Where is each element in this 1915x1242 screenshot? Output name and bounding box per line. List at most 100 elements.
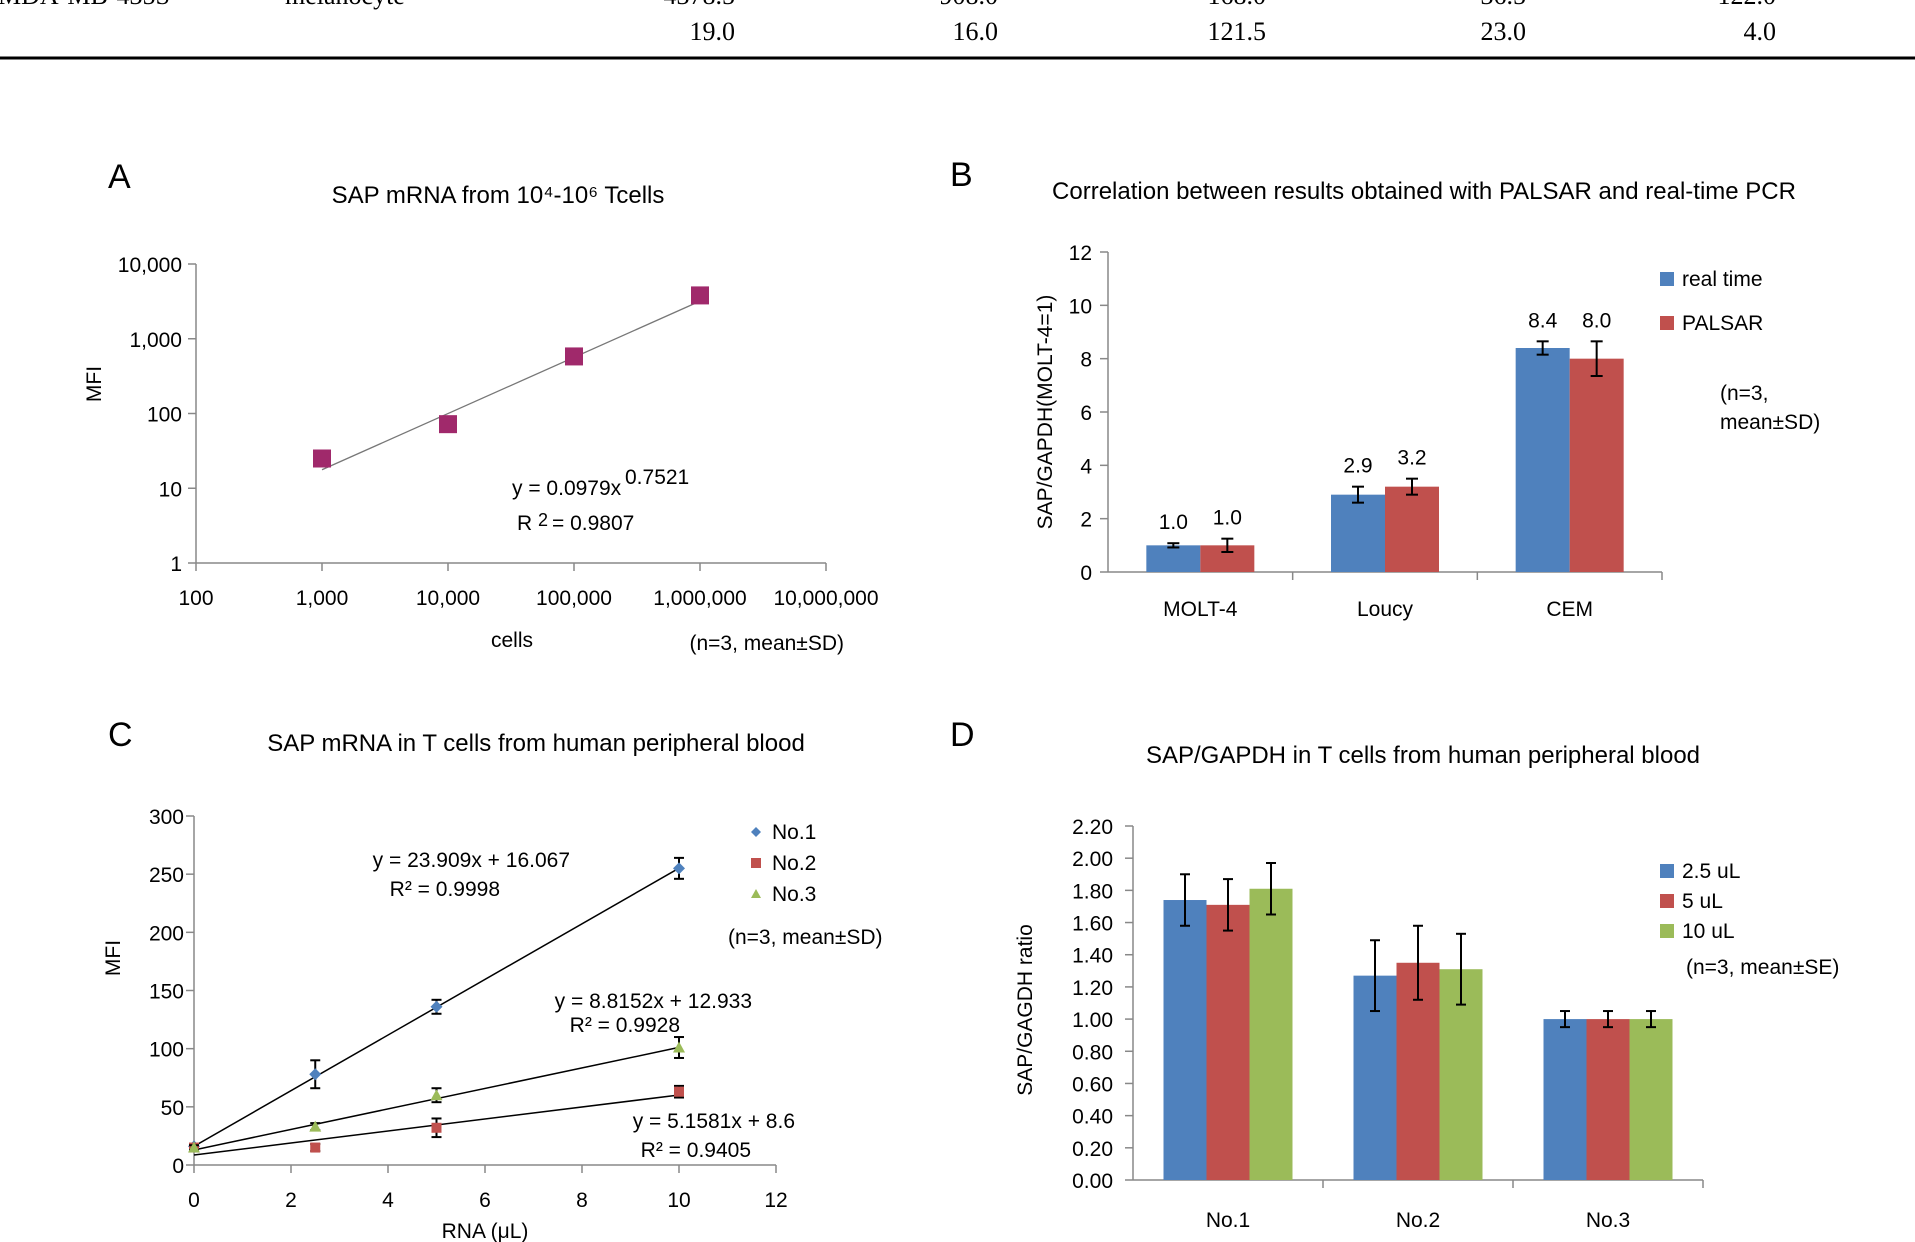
data-point-triangle [188,1141,200,1153]
chart-title: SAP mRNA from 10⁴-10⁶ Tcells [332,182,665,209]
y-tick-label: 1,000 [129,329,182,352]
bar [1206,904,1250,1180]
table-cell: 23.0 [1481,17,1527,46]
data-point-square [439,415,457,434]
chart-b: Correlation between results obtained wit… [1034,178,1820,621]
x-tick-label: 8 [576,1189,588,1212]
data-label: 1.0 [1213,507,1242,530]
y-tick-label: 0.80 [1072,1041,1113,1064]
y-tick-label: 150 [149,981,184,1004]
y-tick-label: 200 [149,922,184,945]
data-point-square [431,1122,442,1133]
bar [1331,494,1385,572]
legend-label: No.3 [772,883,816,906]
y-tick-label: 4 [1080,455,1092,478]
y-tick-label: 0.40 [1072,1106,1113,1129]
y-tick-label: 0.20 [1072,1138,1113,1161]
y-tick-label: 0 [172,1155,184,1178]
x-tick-label: 6 [479,1189,491,1212]
data-point-diamond [309,1068,322,1081]
fit-r-squared: R² = 0.9928 [570,1014,680,1037]
x-tick-label: CEM [1546,598,1593,621]
x-tick-label: 0 [188,1189,200,1212]
y-tick-label: 100 [149,1039,184,1062]
data-point-triangle [309,1120,322,1132]
legend-label: No.1 [772,821,816,844]
y-tick-label: 0.00 [1072,1170,1113,1193]
x-tick-label: 10,000,000 [773,587,878,610]
top-table: MDA-MB-435S melanocyte 4378.5 908.0 168.… [0,0,1915,60]
r-squared-label: R [517,512,532,535]
legend-marker-triangle [751,889,761,898]
bar [1515,348,1570,572]
chart-a: SAP mRNA from 10⁴-10⁶ Tcells 1 10 100 1,000 1… [83,182,879,655]
y-tick-label: 1.40 [1072,945,1113,968]
x-tick-label: 10,000 [416,587,480,610]
table-row-cut-type: melanocyte [285,0,405,10]
legend-label: 10 uL [1682,920,1735,943]
table-cell: 4378.5 [664,0,736,10]
fit-equation: y = 23.909x + 16.067 [373,849,570,872]
y-tick-label: 2.00 [1072,848,1113,871]
y-tick-label: 2.20 [1072,816,1113,839]
legend-label: 5 uL [1682,890,1723,913]
x-tick-label: 4 [382,1189,394,1212]
table-row-cut-label: MDA-MB-435S [0,0,170,10]
y-tick-label: 2 [1080,509,1092,532]
data-point-square [674,1086,684,1097]
table-cell: 36.5 [1481,0,1527,10]
x-tick-label: 100 [178,587,213,610]
table-cell: 4.0 [1744,17,1777,46]
data-point-triangle [430,1089,443,1101]
y-axis-label: SAP/GAGDH ratio [1014,924,1037,1096]
sample-note: mean±SD) [1720,411,1820,434]
data-point-diamond [430,1000,443,1013]
legend-label: 2.5 uL [1682,860,1740,883]
x-tick-label: No.2 [1396,1209,1440,1232]
trendline [321,300,701,471]
data-point-square [310,1142,321,1153]
chart-d: SAP/GAPDH in T cells from human peripher… [1014,742,1839,1232]
legend-swatch [1660,894,1674,908]
data-point-diamond [673,862,685,875]
trendline-equation-exponent: 0.7521 [625,466,689,489]
y-tick-label: 1 [170,553,182,576]
fit-r-squared: R² = 0.9998 [390,878,500,901]
chart-title: SAP mRNA in T cells from human periphera… [267,730,805,757]
table-cell: 168.0 [1208,0,1267,10]
x-axis-label: cells [491,629,533,652]
sample-note: (n=3, mean±SD) [728,926,883,949]
trendline-equation: y = 0.0979x [512,477,622,500]
x-tick-label: 2 [285,1189,297,1212]
y-tick-label: 100 [147,404,182,427]
data-label: 8.4 [1528,309,1558,332]
table-cell: 121.5 [1208,17,1267,46]
legend-label: No.2 [772,852,816,875]
r-squared-superscript: 2 [538,510,548,530]
y-tick-label: 12 [1069,242,1092,265]
y-tick-label: 1.00 [1072,1009,1113,1032]
r-squared-value: = 0.9807 [552,512,634,535]
bar [1146,545,1201,572]
y-tick-label: 10,000 [118,254,182,277]
x-tick-label: MOLT-4 [1163,598,1238,621]
sample-note: (n=3, [1720,382,1768,405]
y-tick-label: 1.60 [1072,913,1113,936]
y-tick-label: 10 [1069,295,1092,318]
y-tick-label: 250 [149,864,184,887]
x-tick-label: 1,000 [296,587,349,610]
chart-title: SAP/GAPDH in T cells from human peripher… [1146,742,1700,769]
panel-letter-d: D [950,716,975,754]
legend-label: PALSAR [1682,312,1763,335]
data-label: 3.2 [1397,447,1426,470]
table-cell: 16.0 [953,17,999,46]
x-tick-label: No.1 [1206,1209,1250,1232]
y-axis-label: MFI [102,940,125,976]
x-tick-label: 100,000 [536,587,612,610]
chart-title: Correlation between results obtained wit… [1052,178,1796,205]
bar [1586,1019,1630,1180]
bar [1569,358,1624,572]
bar [1629,1019,1673,1180]
sample-note: (n=3, mean±SD) [689,632,844,655]
